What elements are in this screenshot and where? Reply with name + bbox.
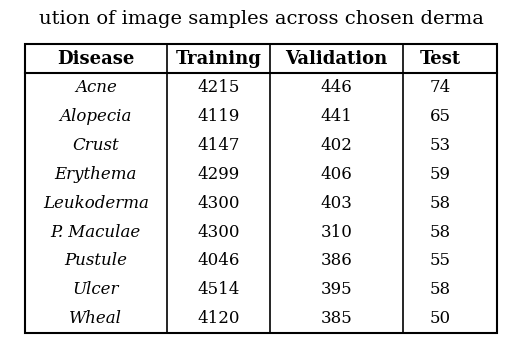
- Text: ution of image samples across chosen derma: ution of image samples across chosen der…: [39, 10, 483, 28]
- Text: 4514: 4514: [197, 281, 240, 299]
- Text: 55: 55: [430, 252, 451, 269]
- Text: 310: 310: [321, 224, 352, 241]
- Text: Erythema: Erythema: [55, 166, 137, 183]
- Text: 4046: 4046: [197, 252, 240, 269]
- Text: Validation: Validation: [286, 50, 388, 68]
- Text: Training: Training: [175, 50, 262, 68]
- Text: 74: 74: [430, 79, 451, 96]
- Text: 4120: 4120: [197, 310, 240, 327]
- Text: Pustule: Pustule: [64, 252, 127, 269]
- Text: 65: 65: [430, 108, 451, 125]
- Text: 385: 385: [321, 310, 352, 327]
- Text: Disease: Disease: [57, 50, 135, 68]
- Text: 402: 402: [321, 137, 352, 154]
- Text: Crust: Crust: [73, 137, 119, 154]
- Text: 58: 58: [430, 281, 451, 299]
- Text: Ulcer: Ulcer: [73, 281, 119, 299]
- Text: 4299: 4299: [197, 166, 240, 183]
- Text: P. Maculae: P. Maculae: [51, 224, 141, 241]
- Text: Test: Test: [420, 50, 461, 68]
- Text: 406: 406: [321, 166, 352, 183]
- Text: 446: 446: [321, 79, 352, 96]
- Text: Wheal: Wheal: [69, 310, 122, 327]
- Text: 386: 386: [321, 252, 352, 269]
- Text: 4300: 4300: [197, 194, 240, 211]
- Text: 50: 50: [430, 310, 451, 327]
- Text: 59: 59: [430, 166, 451, 183]
- Text: 4215: 4215: [197, 79, 240, 96]
- Text: Alopecia: Alopecia: [60, 108, 132, 125]
- Text: Acne: Acne: [75, 79, 117, 96]
- Text: Leukoderma: Leukoderma: [43, 194, 149, 211]
- Text: 395: 395: [321, 281, 352, 299]
- Text: 4147: 4147: [197, 137, 240, 154]
- Text: 4300: 4300: [197, 224, 240, 241]
- Text: 441: 441: [321, 108, 352, 125]
- Text: 4119: 4119: [197, 108, 240, 125]
- Text: 58: 58: [430, 194, 451, 211]
- Text: 53: 53: [430, 137, 451, 154]
- Text: 58: 58: [430, 224, 451, 241]
- Text: 403: 403: [321, 194, 352, 211]
